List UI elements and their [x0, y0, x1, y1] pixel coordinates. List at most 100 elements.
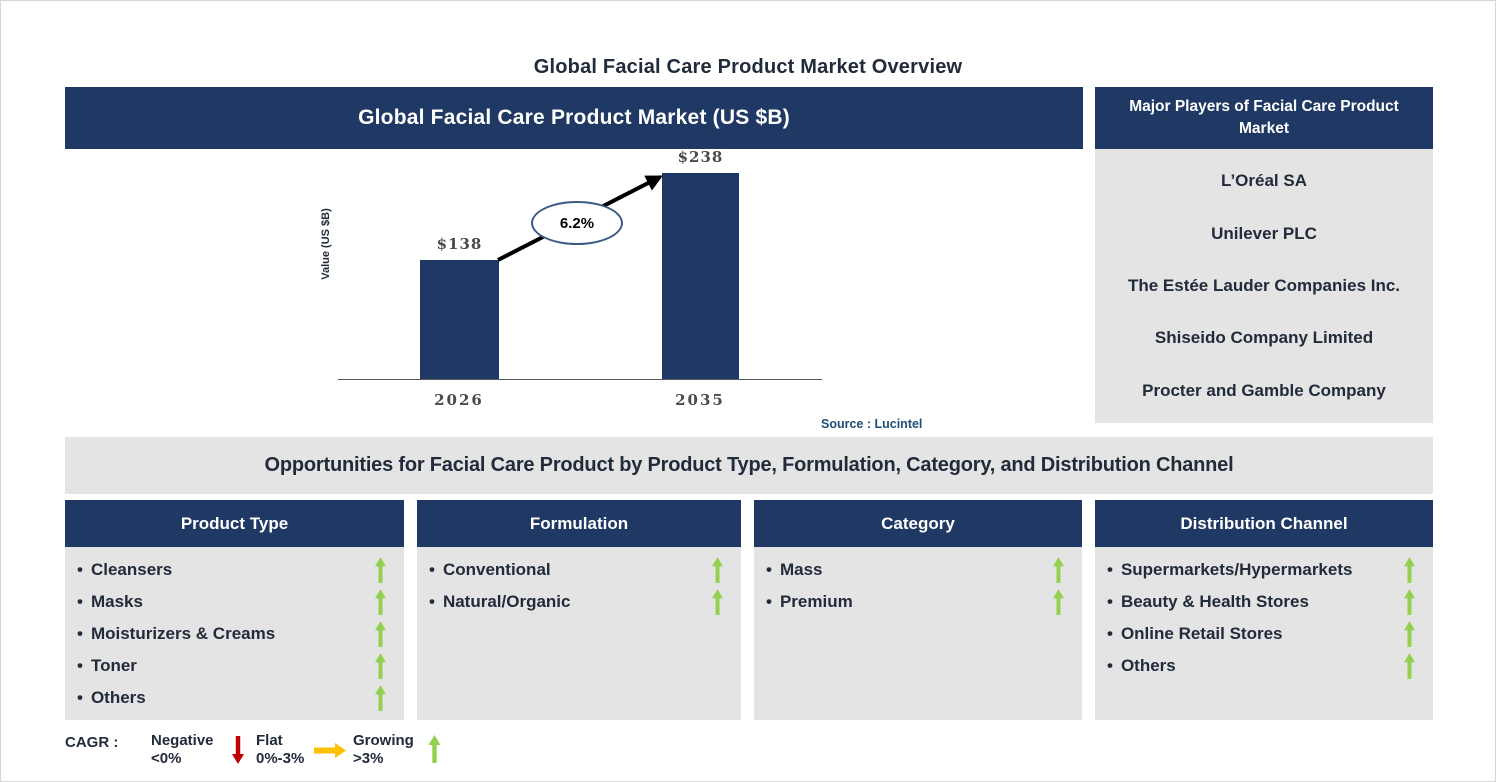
legend-range: >3% [353, 750, 384, 767]
column-header: Distribution Channel [1095, 500, 1433, 547]
opportunity-item: • Premium [766, 586, 1064, 618]
x-tick-2026: 2026 [434, 391, 484, 409]
legend-label: Negative [151, 732, 214, 749]
trend-up-icon [1053, 557, 1064, 583]
column-header: Product Type [65, 500, 404, 547]
opportunity-label: Premium [779, 592, 853, 611]
cagr-value: 6.2% [559, 214, 595, 232]
column-header: Category [754, 500, 1082, 547]
trend-up-icon [1404, 653, 1415, 679]
opportunity-label: Others [1120, 656, 1176, 675]
opportunity-label: Cleansers [90, 560, 173, 579]
player-name: Unilever PLC [1211, 223, 1317, 243]
opportunity-item: • Cleansers [77, 554, 386, 586]
x-tick-2035: 2035 [675, 391, 725, 409]
bullet-icon: • [77, 656, 83, 675]
opportunity-label: Beauty & Health Stores [1120, 592, 1309, 611]
bullet-icon: • [77, 688, 83, 707]
x-axis-line [338, 379, 822, 380]
chart-title: Global Facial Care Product Market (US $B… [358, 106, 790, 129]
trend-up-icon [375, 685, 386, 711]
player-name: Shiseido Company Limited [1154, 328, 1374, 348]
player-name: Procter and Gamble Company [1142, 380, 1386, 400]
opportunity-label: Toner [90, 656, 137, 675]
bar-chart: Value (US $B) 6.2% $138 $238 2026 2035 [65, 148, 1083, 434]
trend-up-icon [375, 557, 386, 583]
players-title: Major Players of Facial Care Product Mar… [1129, 98, 1399, 137]
opportunity-label: Supermarkets/Hypermarkets [1120, 560, 1353, 579]
opportunity-item: • Conventional [429, 554, 723, 586]
bar-2026 [420, 260, 499, 379]
source-note: Source : Lucintel [821, 417, 923, 431]
cagr-legend: CAGR : Negative <0% Flat 0%-3% Growing >… [65, 732, 525, 774]
opportunity-item: • Beauty & Health Stores [1107, 586, 1415, 618]
legend-range: <0% [151, 750, 182, 767]
bullet-icon: • [77, 592, 83, 611]
opportunities-title: Opportunities for Facial Care Product by… [264, 454, 1234, 476]
trend-up-icon [1404, 589, 1415, 615]
player-name: The Estée Lauder Companies Inc. [1127, 275, 1401, 295]
opportunity-item: • Others [77, 682, 386, 714]
opportunity-item: • Online Retail Stores [1107, 618, 1415, 650]
trend-down-icon [232, 736, 244, 764]
players-list: L’Oréal SA Unilever PLC The Estée Lauder… [1095, 149, 1433, 423]
opportunity-label: Moisturizers & Creams [90, 624, 276, 643]
bullet-icon: • [429, 592, 435, 611]
opportunity-label: Conventional [442, 560, 551, 579]
column-category: Category • Mass • Premium [754, 500, 1082, 720]
opportunities-banner: Opportunities for Facial Care Product by… [65, 437, 1433, 494]
bar-value-label: $138 [436, 235, 483, 253]
legend-item-growing: Growing >3% [353, 732, 414, 768]
chart-panel-header: Global Facial Care Product Market (US $B… [65, 87, 1083, 149]
players-panel-header: Major Players of Facial Care Product Mar… [1095, 87, 1433, 149]
opportunity-label: Natural/Organic [442, 592, 571, 611]
column-items: • Cleansers • Masks • Moisturizers & Cre… [65, 547, 404, 720]
bar-group-2035: $238 [662, 148, 739, 379]
legend-item-negative: Negative <0% [151, 732, 214, 768]
trend-up-icon [1404, 557, 1415, 583]
legend-label: Growing [353, 732, 414, 749]
bullet-icon: • [1107, 560, 1113, 579]
player-name: L’Oréal SA [1221, 171, 1307, 191]
legend-prefix: CAGR : [65, 734, 119, 751]
bullet-icon: • [77, 624, 83, 643]
column-header: Formulation [417, 500, 741, 547]
bullet-icon: • [77, 560, 83, 579]
trend-up-icon [712, 557, 723, 583]
bullet-icon: • [1107, 624, 1113, 643]
column-items: • Conventional • Natural/Organic [417, 547, 741, 720]
y-axis-label: Value (US $B) [320, 208, 332, 280]
opportunity-item: • Natural/Organic [429, 586, 723, 618]
trend-up-icon [375, 621, 386, 647]
opportunity-item: • Others [1107, 650, 1415, 682]
opportunity-item: • Mass [766, 554, 1064, 586]
opportunity-label: Others [90, 688, 146, 707]
opportunity-item: • Masks [77, 586, 386, 618]
opportunity-label: Mass [779, 560, 823, 579]
column-distribution-channel: Distribution Channel • Supermarkets/Hype… [1095, 500, 1433, 720]
trend-up-icon [1053, 589, 1064, 615]
bullet-icon: • [766, 560, 772, 579]
cagr-annotation-oval: 6.2% [531, 201, 623, 245]
opportunity-label: Masks [90, 592, 143, 611]
page-title: Global Facial Care Product Market Overvi… [533, 56, 963, 78]
trend-up-icon [375, 653, 386, 679]
legend-label: Flat [256, 732, 283, 749]
column-items: • Supermarkets/Hypermarkets • Beauty & H… [1095, 547, 1433, 720]
trend-up-icon [712, 589, 723, 615]
column-items: • Mass • Premium [754, 547, 1082, 720]
trend-up-icon [1404, 621, 1415, 647]
opportunity-item: • Toner [77, 650, 386, 682]
trend-up-icon [428, 735, 441, 763]
opportunity-item: • Supermarkets/Hypermarkets [1107, 554, 1415, 586]
column-product-type: Product Type • Cleansers • Masks • Moist… [65, 500, 404, 720]
column-formulation: Formulation • Conventional • Natural/Org… [417, 500, 741, 720]
trend-right-icon [314, 743, 346, 758]
opportunity-label: Online Retail Stores [1120, 624, 1283, 643]
bullet-icon: • [1107, 656, 1113, 675]
opportunity-item: • Moisturizers & Creams [77, 618, 386, 650]
bullet-icon: • [429, 560, 435, 579]
bar-value-label: $238 [677, 148, 724, 166]
bullet-icon: • [766, 592, 772, 611]
